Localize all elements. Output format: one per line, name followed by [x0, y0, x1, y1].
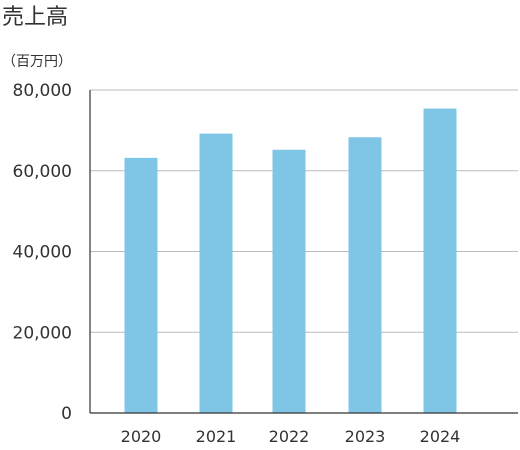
y-tick-label: 0: [61, 404, 72, 424]
bar-2020: [124, 157, 158, 413]
bars: [124, 108, 457, 414]
x-tick-label: 2024: [420, 427, 461, 446]
chart-title: 売上高: [2, 5, 68, 30]
y-tick-label: 80,000: [13, 81, 72, 101]
axes: [89, 90, 518, 414]
bar-2024: [423, 108, 457, 413]
x-tick-labels: 2020 2021 2022 2023 2024: [121, 427, 461, 446]
x-tick-label: 2020: [121, 427, 162, 446]
x-tick-label: 2023: [345, 427, 386, 446]
unit-label: （百万円）: [2, 54, 72, 70]
y-tick-label: 60,000: [13, 162, 72, 182]
bar-2022: [272, 149, 306, 413]
y-tick-label: 40,000: [13, 243, 72, 263]
y-tick-label: 20,000: [13, 323, 72, 343]
x-tick-label: 2022: [269, 427, 310, 446]
y-tick-labels: 0 20,000 40,000 60,000 80,000: [13, 81, 72, 424]
bar-2023: [348, 137, 382, 413]
x-tick-label: 2021: [196, 427, 237, 446]
bar-2021: [199, 133, 233, 414]
